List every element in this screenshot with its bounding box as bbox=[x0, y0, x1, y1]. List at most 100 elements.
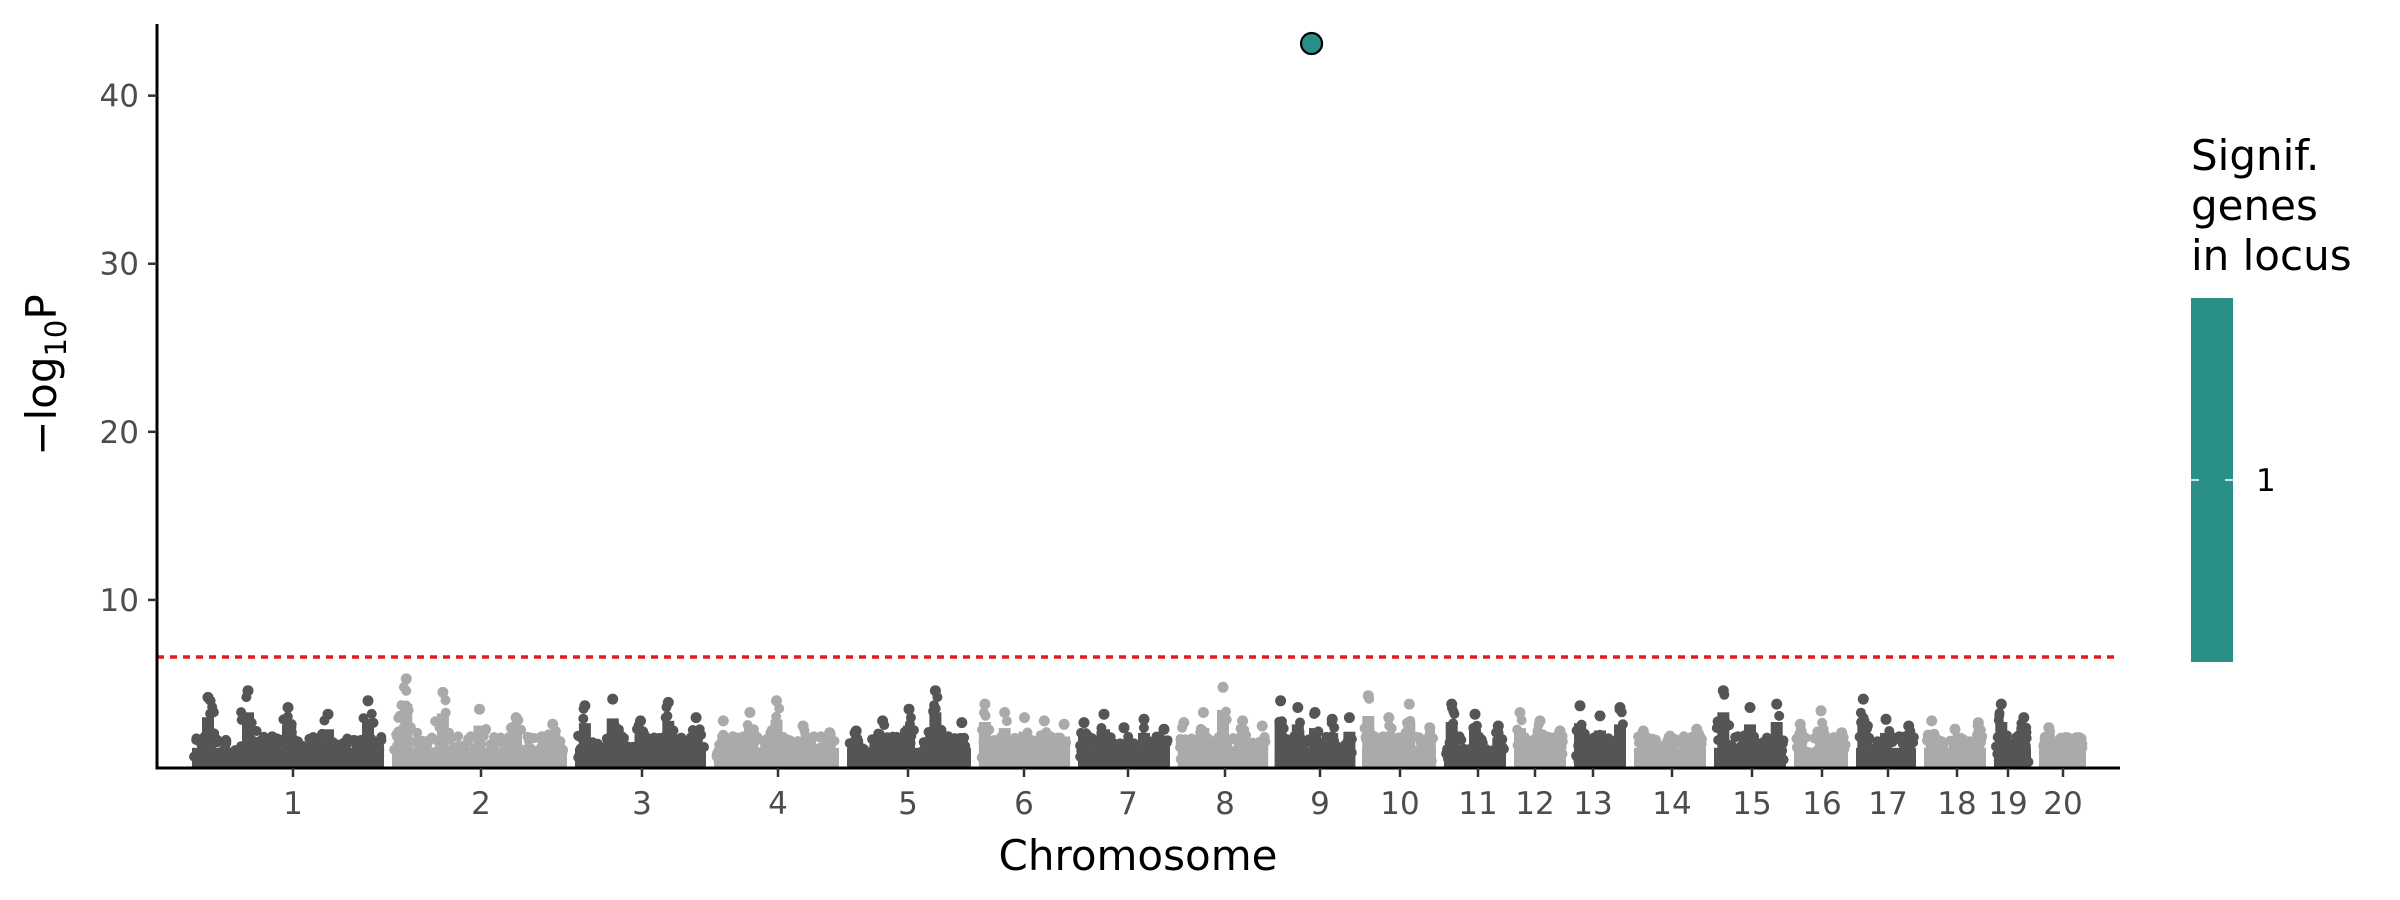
snp-peak-column bbox=[1514, 728, 1526, 768]
chromosome-13-points bbox=[1571, 700, 1628, 768]
snp-peak-point bbox=[437, 686, 449, 698]
snp-point bbox=[371, 736, 382, 747]
snp-peak-column bbox=[1492, 737, 1505, 768]
snp-point bbox=[742, 720, 753, 730]
snp-peak-column bbox=[1158, 740, 1170, 768]
snp-peak-point bbox=[744, 707, 756, 718]
snp-peak-point bbox=[1019, 712, 1030, 724]
snp-peak-column bbox=[1995, 722, 2008, 768]
snp-peak-point bbox=[1058, 718, 1070, 730]
snp-peak-point bbox=[1098, 708, 1110, 720]
snp-peak-point bbox=[1744, 702, 1756, 713]
snp-point bbox=[619, 733, 629, 743]
snp-peak-point bbox=[1446, 698, 1458, 710]
snp-point bbox=[1386, 723, 1397, 734]
snp-peak-column bbox=[400, 703, 413, 768]
snp-peak-point bbox=[547, 718, 559, 730]
snp-peak-point bbox=[771, 695, 782, 707]
y-axis-title: −log10P bbox=[17, 294, 73, 455]
chromosome-19-points bbox=[1991, 698, 2034, 768]
snp-peak-column bbox=[578, 723, 591, 768]
snp-peak-point bbox=[1972, 717, 1984, 729]
snp-peak-column bbox=[1236, 734, 1249, 768]
snp-peak-point bbox=[1691, 723, 1703, 735]
snp-peak-column bbox=[1343, 731, 1356, 768]
snp-peak-column bbox=[955, 735, 968, 768]
x-tick-label: 6 bbox=[1014, 786, 1034, 822]
x-tick-label: 1 bbox=[283, 786, 303, 822]
snp-peak-point bbox=[1514, 707, 1526, 718]
chromosome-1-points bbox=[189, 685, 387, 768]
snp-peak-point bbox=[1926, 715, 1938, 727]
snp-peak-column bbox=[1857, 718, 1870, 768]
snp-peak-column bbox=[797, 737, 810, 768]
snp-peak-column bbox=[1574, 723, 1586, 768]
snp-point bbox=[392, 740, 403, 751]
y-tick-label: 30 bbox=[100, 247, 139, 283]
chromosome-7-points bbox=[1075, 708, 1173, 768]
snp-peak-column bbox=[1058, 736, 1071, 768]
snp-peak-column bbox=[362, 719, 374, 768]
legend-title-line-3: in locus bbox=[2191, 231, 2352, 280]
snp-peak-point bbox=[1771, 698, 1783, 710]
snp-point bbox=[660, 712, 671, 723]
snp-peak-point bbox=[1857, 693, 1869, 705]
snp-peak-column bbox=[1098, 729, 1110, 768]
snp-peak-column bbox=[998, 728, 1011, 768]
snp-peak-point bbox=[400, 673, 412, 685]
significant-snp-point bbox=[1299, 31, 1324, 56]
chromosome-4-points bbox=[711, 695, 840, 768]
snp-peak-point bbox=[362, 695, 374, 707]
snp-peak-column bbox=[322, 729, 334, 768]
x-tick-label: 17 bbox=[1868, 786, 1907, 822]
snp-peak-point bbox=[1197, 707, 1209, 718]
snp-peak-point bbox=[202, 691, 214, 703]
snp-peak-point bbox=[607, 693, 619, 705]
snp-peak-column bbox=[1925, 734, 1938, 768]
snp-peak-point bbox=[2070, 732, 2082, 744]
chromosome-5-points bbox=[844, 685, 971, 768]
snp-peak-column bbox=[1744, 724, 1756, 768]
snp-peak-point bbox=[1949, 723, 1961, 735]
x-tick-label: 11 bbox=[1458, 786, 1497, 822]
snp-peak-column bbox=[1291, 724, 1304, 768]
snp-point bbox=[1817, 717, 1828, 728]
snp-peak-column bbox=[1362, 716, 1375, 768]
snp-peak-column bbox=[1794, 736, 1807, 768]
snp-peak-column bbox=[1078, 735, 1090, 768]
x-tick-label: 10 bbox=[1380, 786, 1419, 822]
snp-peak-point bbox=[1178, 717, 1190, 729]
snp-peak-point bbox=[690, 712, 702, 724]
snp-peak-column bbox=[690, 731, 703, 768]
snp-peak-point bbox=[322, 708, 334, 720]
snp-peak-point bbox=[1717, 685, 1729, 697]
snp-point bbox=[1471, 720, 1482, 731]
snp-peak-column bbox=[1690, 740, 1703, 768]
snp-point bbox=[1959, 737, 1970, 748]
snp-peak-column bbox=[1717, 712, 1730, 768]
snp-peak-point bbox=[1292, 702, 1304, 713]
snp-peak-column bbox=[1274, 719, 1287, 768]
x-tick-label: 13 bbox=[1573, 786, 1612, 822]
chromosome-18-points bbox=[1922, 715, 1988, 768]
chromosome-14-points bbox=[1633, 723, 1707, 768]
snp-point bbox=[1730, 732, 1741, 743]
snp-point bbox=[207, 702, 218, 712]
snp-point bbox=[423, 735, 434, 746]
snp-peak-point bbox=[1637, 725, 1649, 737]
snp-peak-column bbox=[606, 718, 619, 768]
snp-point bbox=[266, 731, 277, 742]
snp-peak-column bbox=[1815, 726, 1827, 768]
snp-peak-column bbox=[850, 741, 863, 768]
snp-point bbox=[191, 735, 202, 745]
snp-peak-column bbox=[1445, 722, 1458, 768]
snp-peak-point bbox=[1383, 712, 1395, 724]
snp-peak-point bbox=[1469, 708, 1481, 720]
snp-peak-point bbox=[1995, 698, 2007, 710]
snp-peak-column bbox=[1018, 731, 1031, 768]
snp-point bbox=[308, 732, 319, 742]
snp-peak-column bbox=[743, 728, 756, 768]
snp-point bbox=[771, 711, 782, 722]
